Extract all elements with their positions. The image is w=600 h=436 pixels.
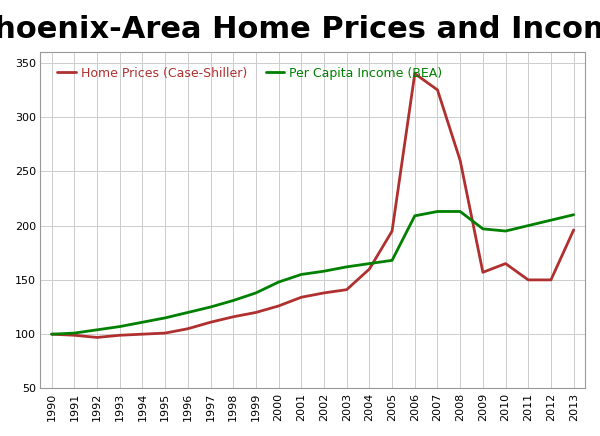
Per Capita Income (BEA) (547, 218, 554, 223)
Home Prices (Case-Shiller) (320, 290, 328, 296)
Per Capita Income (BEA) (479, 226, 487, 232)
Home Prices (Case-Shiller) (230, 314, 237, 320)
Per Capita Income (BEA) (434, 209, 441, 214)
Home Prices (Case-Shiller) (184, 326, 191, 331)
Title: Phoenix-Area Home Prices and Incomes: Phoenix-Area Home Prices and Incomes (0, 15, 600, 44)
Home Prices (Case-Shiller) (275, 303, 282, 309)
Per Capita Income (BEA) (94, 327, 101, 332)
Home Prices (Case-Shiller) (570, 227, 577, 232)
Line: Home Prices (Case-Shiller): Home Prices (Case-Shiller) (52, 74, 574, 337)
Per Capita Income (BEA) (343, 264, 350, 269)
Home Prices (Case-Shiller) (139, 331, 146, 337)
Per Capita Income (BEA) (275, 279, 282, 285)
Per Capita Income (BEA) (184, 310, 191, 315)
Home Prices (Case-Shiller) (547, 277, 554, 283)
Home Prices (Case-Shiller) (48, 331, 55, 337)
Home Prices (Case-Shiller) (298, 295, 305, 300)
Line: Per Capita Income (BEA): Per Capita Income (BEA) (52, 211, 574, 334)
Home Prices (Case-Shiller) (411, 71, 418, 76)
Home Prices (Case-Shiller) (343, 287, 350, 292)
Home Prices (Case-Shiller) (207, 320, 214, 325)
Home Prices (Case-Shiller) (253, 310, 260, 315)
Home Prices (Case-Shiller) (116, 333, 124, 338)
Legend: Home Prices (Case-Shiller), Per Capita Income (BEA): Home Prices (Case-Shiller), Per Capita I… (52, 61, 448, 85)
Home Prices (Case-Shiller) (388, 228, 395, 234)
Per Capita Income (BEA) (116, 324, 124, 329)
Per Capita Income (BEA) (524, 223, 532, 228)
Per Capita Income (BEA) (298, 272, 305, 277)
Per Capita Income (BEA) (48, 331, 55, 337)
Per Capita Income (BEA) (230, 298, 237, 303)
Per Capita Income (BEA) (161, 315, 169, 320)
Per Capita Income (BEA) (570, 212, 577, 218)
Per Capita Income (BEA) (502, 228, 509, 234)
Home Prices (Case-Shiller) (502, 261, 509, 266)
Per Capita Income (BEA) (411, 213, 418, 218)
Home Prices (Case-Shiller) (457, 158, 464, 163)
Home Prices (Case-Shiller) (479, 270, 487, 275)
Home Prices (Case-Shiller) (71, 333, 78, 338)
Per Capita Income (BEA) (139, 320, 146, 325)
Per Capita Income (BEA) (388, 258, 395, 263)
Per Capita Income (BEA) (457, 209, 464, 214)
Per Capita Income (BEA) (207, 304, 214, 310)
Home Prices (Case-Shiller) (366, 266, 373, 272)
Per Capita Income (BEA) (366, 261, 373, 266)
Home Prices (Case-Shiller) (524, 277, 532, 283)
Per Capita Income (BEA) (71, 330, 78, 336)
Per Capita Income (BEA) (253, 290, 260, 296)
Per Capita Income (BEA) (320, 269, 328, 274)
Home Prices (Case-Shiller) (434, 87, 441, 92)
Home Prices (Case-Shiller) (94, 335, 101, 340)
Home Prices (Case-Shiller) (161, 330, 169, 336)
